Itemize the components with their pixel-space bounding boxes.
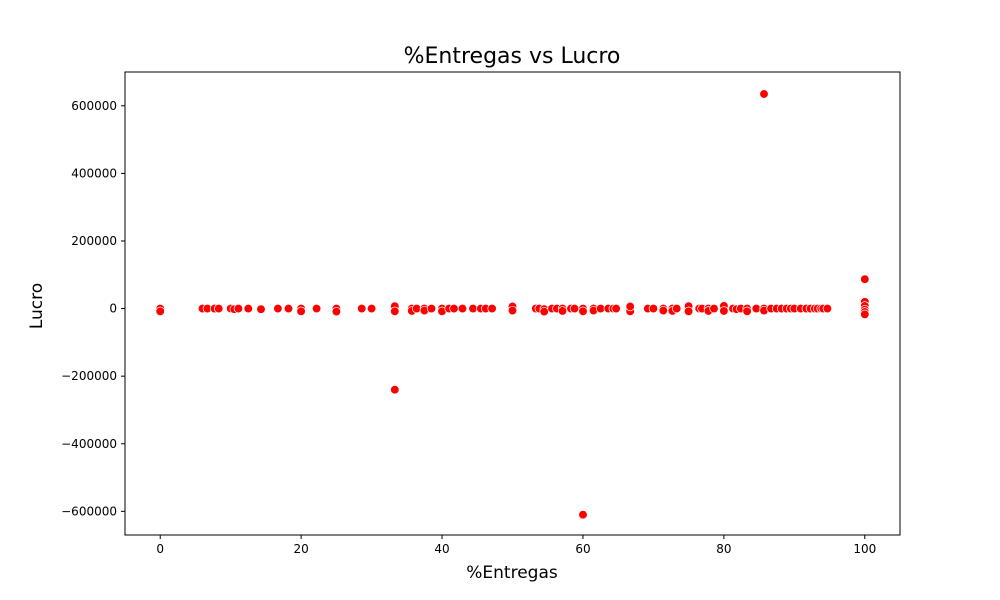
x-tick-label: 20 — [293, 542, 308, 556]
data-point — [468, 303, 478, 314]
data-point — [822, 303, 833, 314]
data-point — [390, 306, 400, 316]
data-point — [683, 306, 694, 316]
data-point — [390, 385, 400, 395]
chart-title: %Entregas vs Lucro — [404, 44, 621, 69]
x-tick-label: 60 — [575, 542, 590, 556]
data-point — [578, 510, 588, 520]
data-point — [648, 303, 659, 314]
data-point — [426, 303, 437, 314]
data-point — [331, 306, 342, 317]
data-point — [860, 274, 870, 284]
data-point — [539, 306, 549, 317]
y-tick-label: 0 — [109, 302, 117, 316]
y-axis-ticks: −600000 −400000 −200000 0 200000 400000 600000 — [61, 99, 125, 518]
y-tick-label: −200000 — [61, 369, 117, 383]
data-point — [311, 303, 322, 314]
data-point — [366, 303, 377, 314]
plot-area-frame — [124, 71, 901, 536]
data-point — [233, 303, 244, 314]
data-point — [457, 303, 468, 314]
data-point — [449, 303, 459, 314]
data-point — [751, 303, 761, 314]
data-point — [625, 301, 635, 312]
y-tick-label: −600000 — [61, 504, 117, 518]
data-point — [273, 303, 283, 314]
data-point — [256, 304, 266, 314]
data-point — [296, 306, 306, 316]
data-point — [860, 309, 870, 319]
data-point — [487, 303, 497, 314]
data-point — [283, 303, 294, 314]
data-point — [155, 306, 165, 316]
data-point — [507, 305, 518, 316]
data-point — [595, 303, 606, 314]
x-tick-label: 0 — [156, 542, 164, 556]
y-tick-label: 600000 — [71, 99, 117, 113]
x-axis-label: %Entregas — [466, 563, 558, 583]
x-tick-label: 100 — [853, 542, 876, 556]
data-point — [611, 303, 621, 314]
data-point — [578, 306, 588, 316]
data-point — [357, 303, 367, 314]
data-point — [412, 303, 422, 314]
data-point — [214, 303, 224, 314]
y-tick-label: 400000 — [71, 166, 117, 180]
data-point — [672, 303, 682, 314]
points-layer — [155, 89, 870, 520]
y-tick-label: −400000 — [61, 437, 117, 451]
data-point — [569, 303, 580, 314]
x-axis-ticks: 0 20 40 60 80 100 — [156, 535, 876, 556]
data-point — [243, 303, 253, 314]
x-tick-label: 40 — [434, 542, 449, 556]
data-point — [557, 306, 568, 316]
y-tick-label: 200000 — [71, 234, 117, 248]
data-point — [759, 89, 769, 99]
data-point — [709, 303, 719, 314]
y-axis-label: Lucro — [27, 283, 47, 329]
data-point — [742, 306, 752, 316]
data-point — [719, 306, 729, 316]
x-tick-label: 80 — [716, 542, 731, 556]
data-point — [658, 305, 668, 316]
